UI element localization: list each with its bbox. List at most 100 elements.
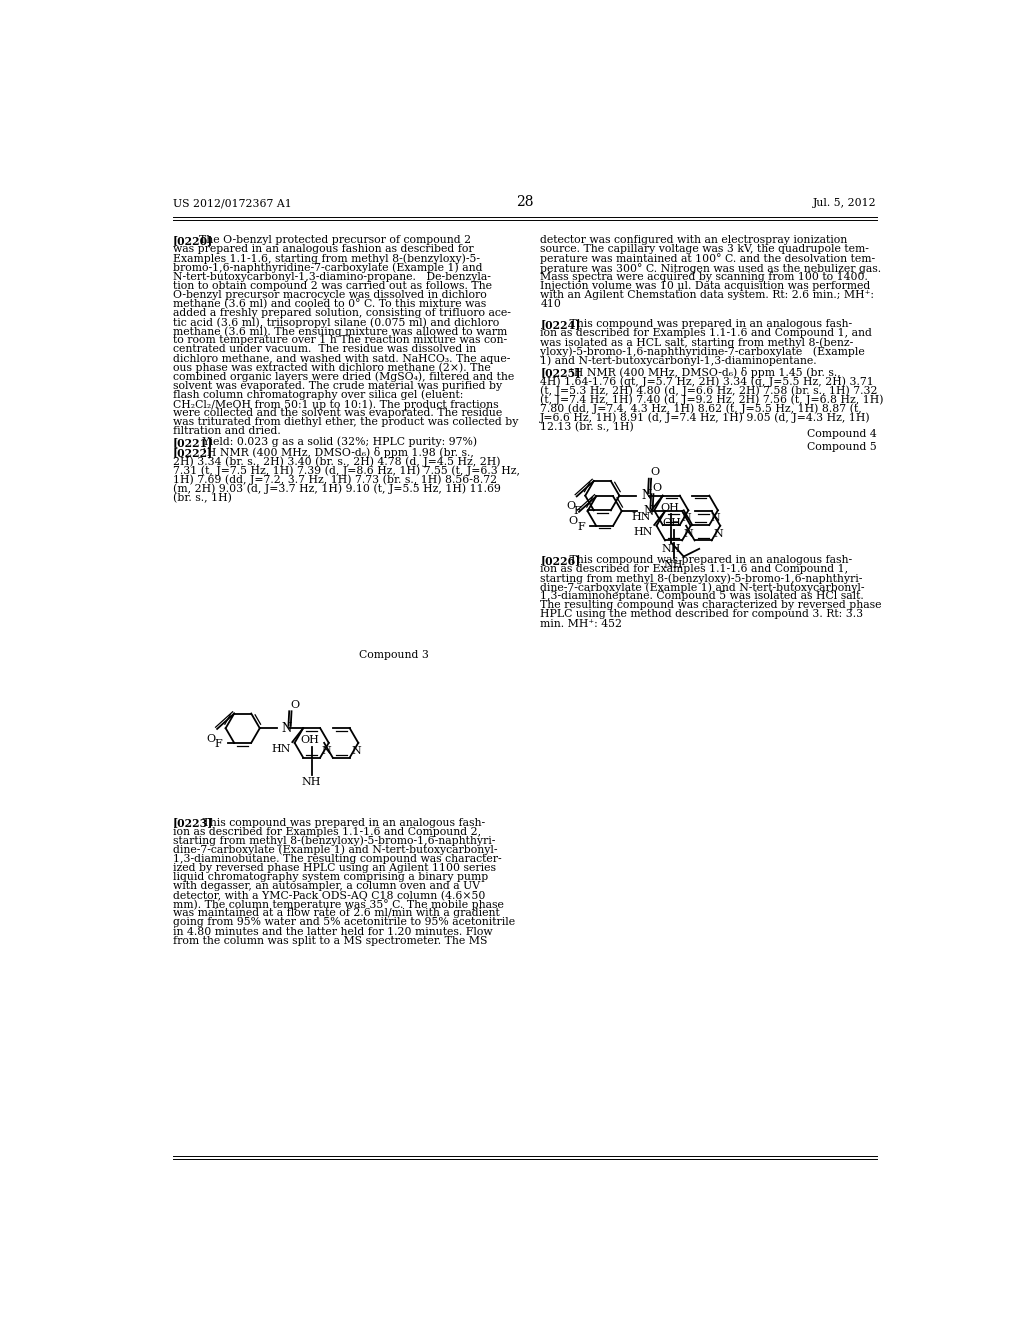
Text: [0224]: [0224] <box>541 319 581 330</box>
Text: perature was maintained at 100° C. and the desolvation tem-: perature was maintained at 100° C. and t… <box>541 253 876 264</box>
Text: going from 95% water and 5% acetonitrile to 95% acetonitrile: going from 95% water and 5% acetonitrile… <box>173 917 515 928</box>
Text: mm). The column temperature was 35° C. The mobile phase: mm). The column temperature was 35° C. T… <box>173 899 504 911</box>
Text: was maintained at a flow rate of 2.6 ml/min with a gradient: was maintained at a flow rate of 2.6 ml/… <box>173 908 500 919</box>
Text: NH: NH <box>662 544 681 554</box>
Text: O: O <box>207 734 215 743</box>
Text: 410: 410 <box>541 300 561 309</box>
Text: with degasser, an autosampler, a column oven and a UV: with degasser, an autosampler, a column … <box>173 882 480 891</box>
Text: 4H) 1.64-1.76 (qt, J=5.7 Hz, 2H) 3.34 (q, J=5.5 Hz, 2H) 3.71: 4H) 1.64-1.76 (qt, J=5.7 Hz, 2H) 3.34 (q… <box>541 376 874 387</box>
Text: N: N <box>643 504 653 517</box>
Text: HN: HN <box>634 527 653 537</box>
Text: This compound was prepared in an analogous fash-: This compound was prepared in an analogo… <box>559 554 852 565</box>
Text: to room temperature over 1 h The reaction mixture was con-: to room temperature over 1 h The reactio… <box>173 335 507 346</box>
Text: This compound was prepared in an analogous fash-: This compound was prepared in an analogo… <box>191 817 485 828</box>
Text: OH: OH <box>301 735 319 746</box>
Text: O: O <box>291 700 300 710</box>
Text: [0222]: [0222] <box>173 447 213 458</box>
Text: Injection volume was 10 μl. Data acquisition was performed: Injection volume was 10 μl. Data acquisi… <box>541 281 870 290</box>
Text: starting from methyl 8-(benzyloxy)-5-bromo-1,6-naphthyri-: starting from methyl 8-(benzyloxy)-5-bro… <box>541 573 862 583</box>
Text: perature was 300° C. Nitrogen was used as the nebulizer gas.: perature was 300° C. Nitrogen was used a… <box>541 263 882 273</box>
Text: dine-7-carboxylate (Example 1) and N-tert-butoxycarbonyl-: dine-7-carboxylate (Example 1) and N-ter… <box>173 845 498 855</box>
Text: O: O <box>652 483 662 492</box>
Text: N: N <box>711 513 721 524</box>
Text: ion as described for Examples 1.1-1.6 and Compound 1, and: ion as described for Examples 1.1-1.6 an… <box>541 327 872 338</box>
Text: liquid chromatography system comprising a binary pump: liquid chromatography system comprising … <box>173 873 488 882</box>
Text: Jul. 5, 2012: Jul. 5, 2012 <box>813 198 877 209</box>
Text: methane (3.6 ml). The ensuing mixture was allowed to warm: methane (3.6 ml). The ensuing mixture wa… <box>173 326 507 337</box>
Text: N: N <box>351 746 361 756</box>
Text: O: O <box>568 516 578 527</box>
Text: (t, J=5.3 Hz, 2H) 4.80 (d, J=6.6 Hz, 2H) 7.58 (br. s., 1H) 7.32: (t, J=5.3 Hz, 2H) 4.80 (d, J=6.6 Hz, 2H)… <box>541 385 878 396</box>
Text: [0226]: [0226] <box>541 554 581 566</box>
Text: HN: HN <box>632 512 651 521</box>
Text: [0221]: [0221] <box>173 437 213 447</box>
Text: centrated under vacuum.  The residue was dissolved in: centrated under vacuum. The residue was … <box>173 345 476 355</box>
Text: flash column chromatography over silica gel (eluent:: flash column chromatography over silica … <box>173 389 463 400</box>
Text: tion to obtain compound 2 was carried out as follows. The: tion to obtain compound 2 was carried ou… <box>173 281 492 290</box>
Text: O: O <box>566 502 575 511</box>
Text: (t, J=7.4 Hz, 1H) 7.40 (d, J=9.2 Hz, 2H) 7.56 (t, J=6.8 Hz, 1H): (t, J=7.4 Hz, 1H) 7.40 (d, J=9.2 Hz, 2H)… <box>541 395 884 405</box>
Text: N: N <box>681 513 691 524</box>
Text: detector was configured with an electrospray ionization: detector was configured with an electros… <box>541 235 848 246</box>
Text: The resulting compound was characterized by reversed phase: The resulting compound was characterized… <box>541 601 882 610</box>
Text: ous phase was extracted with dichloro methane (2×). The: ous phase was extracted with dichloro me… <box>173 363 490 374</box>
Text: tic acid (3.6 ml), triisopropyl silane (0.075 ml) and dichloro: tic acid (3.6 ml), triisopropyl silane (… <box>173 317 500 327</box>
Text: ion as described for Examples 1.1-1.6 and Compound 1,: ion as described for Examples 1.1-1.6 an… <box>541 564 849 574</box>
Text: min. MH⁺: 452: min. MH⁺: 452 <box>541 619 623 628</box>
Text: OH: OH <box>663 517 682 528</box>
Text: [0220]: [0220] <box>173 235 213 247</box>
Text: Mass spectra were acquired by scanning from 100 to 1400.: Mass spectra were acquired by scanning f… <box>541 272 868 281</box>
Text: combined organic layers were dried (MgSO₄), filtered and the: combined organic layers were dried (MgSO… <box>173 372 514 383</box>
Text: 7.31 (t, J=7.5 Hz, 1H) 7.39 (d, J=8.6 Hz, 1H) 7.55 (t, J=6.3 Hz,: 7.31 (t, J=7.5 Hz, 1H) 7.39 (d, J=8.6 Hz… <box>173 466 520 477</box>
Text: [0225]: [0225] <box>541 367 581 379</box>
Text: O-benzyl precursor macrocycle was dissolved in dichloro: O-benzyl precursor macrocycle was dissol… <box>173 290 486 300</box>
Text: US 2012/0172367 A1: US 2012/0172367 A1 <box>173 198 292 209</box>
Text: dine-7-carboxylate (Example 1) and N-tert-butoxycarbonyl-: dine-7-carboxylate (Example 1) and N-ter… <box>541 582 865 593</box>
Text: 12.13 (br. s., 1H): 12.13 (br. s., 1H) <box>541 422 634 432</box>
Text: OH: OH <box>660 503 679 512</box>
Text: N-tert-butoxycarbonyl-1,3-diamino-propane.   De-benzyla-: N-tert-butoxycarbonyl-1,3-diamino-propan… <box>173 272 490 281</box>
Text: N: N <box>713 529 723 539</box>
Text: N: N <box>282 722 292 735</box>
Text: ized by reversed phase HPLC using an Agilent 1100 series: ized by reversed phase HPLC using an Agi… <box>173 863 496 873</box>
Text: (m, 2H) 9.03 (d, J=3.7 Hz, 1H) 9.10 (t, J=5.5 Hz, 1H) 11.69: (m, 2H) 9.03 (d, J=3.7 Hz, 1H) 9.10 (t, … <box>173 484 501 495</box>
Text: was triturated from diethyl ether, the product was collected by: was triturated from diethyl ether, the p… <box>173 417 518 428</box>
Text: was prepared in an analogous fashion as described for: was prepared in an analogous fashion as … <box>173 244 473 255</box>
Text: N: N <box>684 529 693 539</box>
Text: Yield: 0.023 g as a solid (32%; HPLC purity: 97%): Yield: 0.023 g as a solid (32%; HPLC pur… <box>191 437 477 447</box>
Text: ion as described for Examples 1.1-1.6 and Compound 2,: ion as described for Examples 1.1-1.6 an… <box>173 826 481 837</box>
Text: 1,3-diaminoheptane. Compound 5 was isolated as HCl salt.: 1,3-diaminoheptane. Compound 5 was isola… <box>541 591 864 602</box>
Text: F: F <box>214 739 222 748</box>
Text: was isolated as a HCL salt, starting from methyl 8-(benz-: was isolated as a HCL salt, starting fro… <box>541 337 854 347</box>
Text: 7.80 (dd, J=7.4, 4.3 Hz, 1H) 8.62 (t, J=5.5 Hz, 1H) 8.87 (t,: 7.80 (dd, J=7.4, 4.3 Hz, 1H) 8.62 (t, J=… <box>541 404 862 414</box>
Text: CH₂Cl₂/MeOH from 50:1 up to 10:1). The product fractions: CH₂Cl₂/MeOH from 50:1 up to 10:1). The p… <box>173 399 499 409</box>
Text: were collected and the solvent was evaporated. The residue: were collected and the solvent was evapo… <box>173 408 502 418</box>
Text: with an Agilent Chemstation data system. Rt: 2.6 min.; MH⁺:: with an Agilent Chemstation data system.… <box>541 290 874 300</box>
Text: added a freshly prepared solution, consisting of trifluoro ace-: added a freshly prepared solution, consi… <box>173 308 511 318</box>
Text: This compound was prepared in an analogous fash-: This compound was prepared in an analogo… <box>559 319 852 329</box>
Text: [0223]: [0223] <box>173 817 213 829</box>
Text: detector, with a YMC-Pack ODS-AQ C18 column (4.6×50: detector, with a YMC-Pack ODS-AQ C18 col… <box>173 890 485 900</box>
Text: Examples 1.1-1.6, starting from methyl 8-(benzyloxy)-5-: Examples 1.1-1.6, starting from methyl 8… <box>173 253 480 264</box>
Text: from the column was split to a MS spectrometer. The MS: from the column was split to a MS spectr… <box>173 936 487 945</box>
Text: NH: NH <box>302 776 322 787</box>
Text: in 4.80 minutes and the latter held for 1.20 minutes. Flow: in 4.80 minutes and the latter held for … <box>173 927 493 937</box>
Text: F: F <box>573 506 582 516</box>
Text: HPLC using the method described for compound 3. Rt: 3.3: HPLC using the method described for comp… <box>541 610 863 619</box>
Text: methane (3.6 ml) and cooled to 0° C. To this mixture was: methane (3.6 ml) and cooled to 0° C. To … <box>173 300 486 310</box>
Text: N: N <box>322 746 332 756</box>
Text: yloxy)-5-bromo-1,6-naphthyridine-7-carboxylate   (Example: yloxy)-5-bromo-1,6-naphthyridine-7-carbo… <box>541 346 865 356</box>
Text: HN: HN <box>271 744 291 754</box>
Text: O: O <box>650 467 659 478</box>
Text: ¹H NMR (400 MHz, DMSO-d₆) δ ppm 1.98 (br. s.,: ¹H NMR (400 MHz, DMSO-d₆) δ ppm 1.98 (br… <box>191 447 474 458</box>
Text: F: F <box>578 521 586 532</box>
Text: solvent was evaporated. The crude material was purified by: solvent was evaporated. The crude materi… <box>173 380 502 391</box>
Text: Compound 3: Compound 3 <box>358 649 429 660</box>
Text: 1) and N-tert-butoxycarbonyl-1,3-diaminopentane.: 1) and N-tert-butoxycarbonyl-1,3-diamino… <box>541 355 817 366</box>
Text: 1,3-diaminobutane. The resulting compound was character-: 1,3-diaminobutane. The resulting compoun… <box>173 854 502 863</box>
Text: filtration and dried.: filtration and dried. <box>173 426 281 436</box>
Text: Compound 5: Compound 5 <box>807 442 877 451</box>
Text: 28: 28 <box>516 195 534 210</box>
Text: The O-benzyl protected precursor of compound 2: The O-benzyl protected precursor of comp… <box>191 235 471 246</box>
Text: Compound 4: Compound 4 <box>807 429 877 440</box>
